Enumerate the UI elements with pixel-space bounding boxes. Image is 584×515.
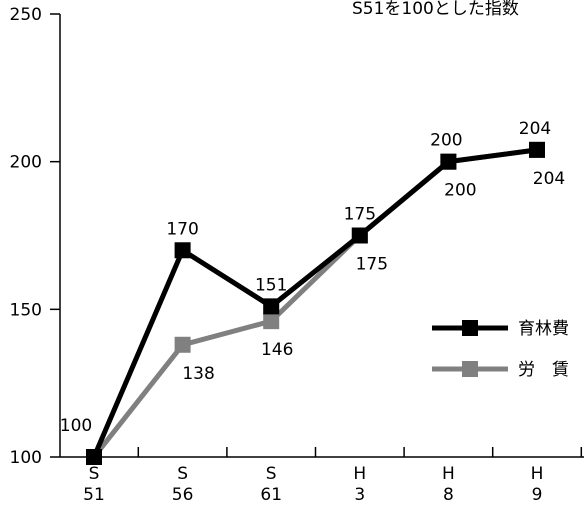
data-label: 175 [356, 255, 388, 275]
data-label: 170 [166, 219, 198, 239]
x-tick-label-top: S [177, 464, 188, 484]
x-tick-label-bottom: 8 [443, 485, 454, 505]
x-tick-label-top: H [442, 464, 455, 484]
x-tick-label-bottom: 3 [354, 485, 365, 505]
data-point [175, 242, 191, 258]
x-tick-label-bottom: 61 [260, 485, 282, 505]
legend-swatch-marker [462, 320, 478, 336]
x-tick-label-top: S [89, 464, 100, 484]
data-label: 204 [533, 169, 565, 189]
data-point [175, 337, 191, 353]
legend-swatch-marker [462, 361, 478, 377]
data-label: 204 [519, 119, 551, 139]
x-tick-label-top: S [266, 464, 277, 484]
data-point [263, 298, 279, 314]
data-label: 200 [444, 181, 476, 201]
y-tick-label: 150 [10, 300, 42, 320]
data-point [86, 449, 102, 465]
data-point [263, 313, 279, 329]
x-tick-label-top: H [353, 464, 366, 484]
x-tick-label-bottom: 51 [83, 485, 105, 505]
legend-label: 労 賃 [518, 360, 569, 380]
data-labels: 100 170 151 175 200 204 138 146 175 200 204 [60, 119, 565, 436]
data-label: 200 [430, 131, 462, 151]
y-tick-label: 200 [10, 153, 42, 173]
data-label: 175 [344, 205, 376, 225]
x-tick-label-bottom: 56 [172, 485, 194, 505]
legend-label: 育林費 [518, 319, 569, 339]
data-point [352, 228, 368, 244]
data-label: 100 [60, 416, 92, 436]
data-label: 146 [261, 340, 293, 360]
chart-title: S51を100とした指数 [352, 0, 519, 19]
data-label: 151 [255, 275, 287, 295]
y-tick-label: 250 [10, 5, 42, 25]
data-point [529, 142, 545, 158]
x-tick-label-bottom: 9 [532, 485, 543, 505]
y-tick-label: 100 [10, 448, 42, 468]
data-point [440, 154, 456, 170]
data-label: 138 [182, 364, 214, 384]
x-tick-label-top: H [531, 464, 544, 484]
